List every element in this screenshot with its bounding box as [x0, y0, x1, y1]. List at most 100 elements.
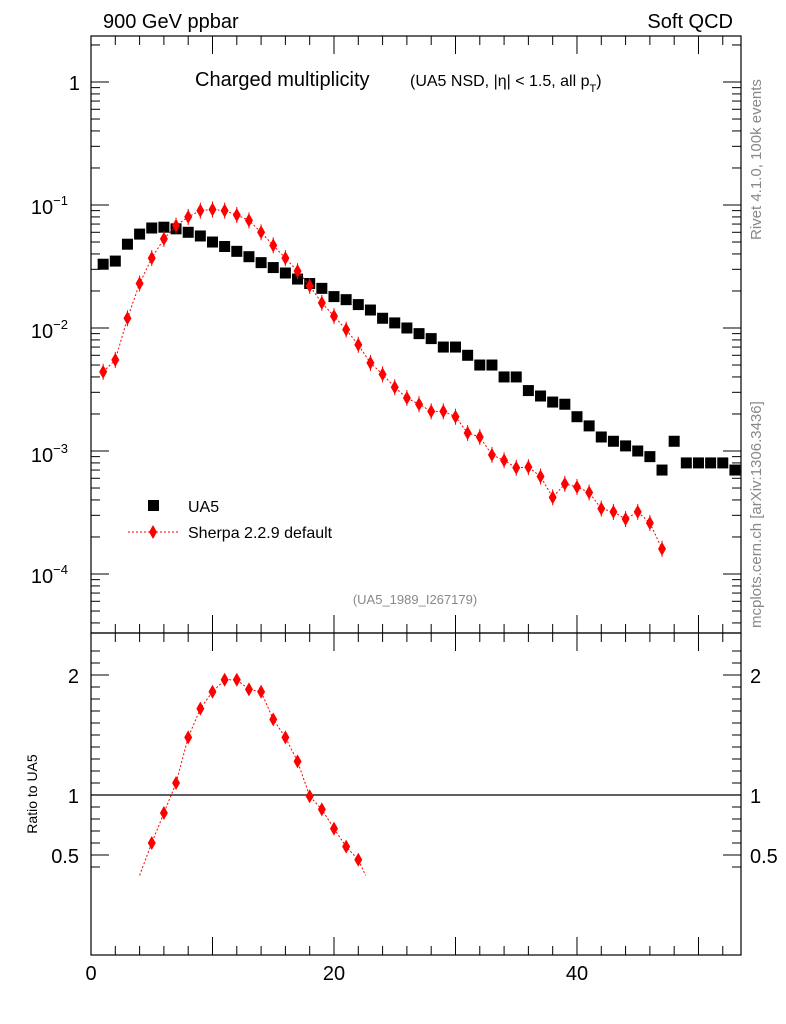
ratio-point: [354, 852, 363, 867]
legend-mc-marker: [149, 525, 157, 539]
ua5-point: [571, 411, 583, 423]
ratio-point: [317, 802, 326, 817]
sherpa-point: [269, 238, 278, 253]
ratio-points: [139, 672, 367, 876]
ratio-ytick-label-right: 1: [750, 786, 761, 808]
ratio-axis-ticks: [90, 633, 741, 955]
ua5-point: [717, 457, 729, 469]
ratio-point: [305, 789, 314, 804]
ua5-point: [267, 262, 279, 274]
ua5-point: [401, 322, 413, 334]
ytick-label-1e-4: 10−4: [31, 562, 68, 588]
ratio-point: [147, 836, 156, 850]
sherpa-point: [415, 397, 424, 412]
plot-subtitle: (UA5 NSD, |η| < 1.5, all pT): [410, 73, 602, 95]
sherpa-point: [354, 337, 363, 352]
sherpa-point: [257, 225, 266, 240]
sherpa-point: [500, 453, 509, 468]
sherpa-point: [451, 409, 460, 424]
main-axis-ticks: [90, 36, 741, 633]
ua5-point: [620, 440, 632, 452]
ua5-point: [243, 251, 255, 263]
sherpa-point: [524, 460, 533, 475]
ua5-point: [316, 282, 328, 294]
sherpa-point: [281, 251, 290, 266]
ua5-point: [377, 312, 389, 324]
sherpa-point: [427, 404, 436, 419]
sherpa-point: [487, 447, 496, 462]
ua5-point: [498, 371, 510, 383]
ua5-point: [522, 385, 534, 397]
sherpa-point: [402, 390, 411, 405]
ua5-point: [607, 435, 619, 447]
sherpa-point: [560, 476, 569, 491]
ratio-tick-labels: 2 2 1 1 0.5 0.5 0 20 40: [51, 666, 778, 985]
sherpa-point: [172, 218, 181, 233]
sherpa-point: [366, 355, 375, 370]
ratio-ytick-label-left: 2: [68, 666, 79, 688]
sherpa-point: [609, 504, 618, 519]
ua5-point: [182, 226, 194, 238]
ua5-point: [109, 255, 121, 267]
sherpa-point: [512, 460, 521, 475]
ua5-point: [474, 359, 486, 371]
ratio-ylabel: Ratio to UA5: [24, 754, 40, 834]
ua5-point: [425, 333, 437, 345]
ratio-point: [172, 776, 181, 790]
sherpa-point: [208, 202, 217, 217]
ua5-point: [364, 304, 376, 316]
side-text-top: Rivet 4.1.0, 100k events: [748, 79, 765, 240]
sherpa-point: [597, 501, 606, 516]
ua5-point: [219, 240, 231, 252]
xtick-label: 40: [566, 963, 588, 985]
ua5-point: [656, 464, 668, 476]
ua5-point: [146, 222, 158, 234]
ratio-point: [257, 684, 266, 699]
ua5-point: [413, 328, 425, 340]
sherpa-point: [293, 264, 302, 279]
ua5-point: [486, 359, 498, 371]
ua5-point: [547, 396, 559, 408]
sherpa-point: [536, 469, 545, 484]
ua5-point: [437, 341, 449, 353]
ytick-label-1e-2: 10−2: [31, 317, 68, 343]
ua5-point: [134, 228, 146, 240]
ratio-ytick-label-right: 0.5: [750, 846, 778, 868]
ratio-point: [342, 839, 351, 854]
ua5-point: [231, 245, 243, 257]
ratio-point: [184, 730, 193, 745]
ratio-point: [196, 701, 205, 716]
ytick-label-1: 1: [69, 73, 80, 95]
sherpa-point: [317, 295, 326, 310]
sherpa-point: [159, 231, 168, 246]
ytick-label-1e-3: 10−3: [31, 441, 68, 467]
ua5-point: [692, 457, 704, 469]
ua5-point: [352, 299, 364, 311]
sherpa-point: [378, 367, 387, 382]
sherpa-point: [184, 209, 193, 224]
side-text-bottom: mcplots.cern.ch [arXiv:1306.3436]: [748, 401, 765, 628]
sherpa-point: [232, 207, 241, 222]
legend-mc-label: Sherpa 2.2.9 default: [188, 525, 333, 542]
ratio-ytick-label-left: 0.5: [51, 846, 79, 868]
ratio-point: [329, 821, 338, 836]
sherpa-point: [342, 322, 351, 337]
xtick-label: 20: [323, 963, 345, 985]
sherpa-point: [645, 515, 654, 530]
ua5-point: [583, 420, 595, 432]
analysis-id: (UA5_1989_I267179): [353, 592, 477, 607]
xtick-label: 0: [85, 963, 96, 985]
sherpa-point: [439, 404, 448, 419]
ua5-point: [462, 349, 474, 361]
ua5-point: [279, 267, 291, 279]
sherpa-point: [585, 485, 594, 500]
ratio-point: [232, 672, 241, 687]
sherpa-point: [135, 276, 144, 291]
ua5-point: [705, 457, 717, 469]
sherpa-mc-points: [99, 201, 667, 557]
ytick-label-1e-1: 10−1: [31, 193, 68, 219]
ua5-data-points: [97, 221, 741, 476]
ratio-point: [220, 672, 229, 687]
ratio-point: [269, 712, 278, 727]
